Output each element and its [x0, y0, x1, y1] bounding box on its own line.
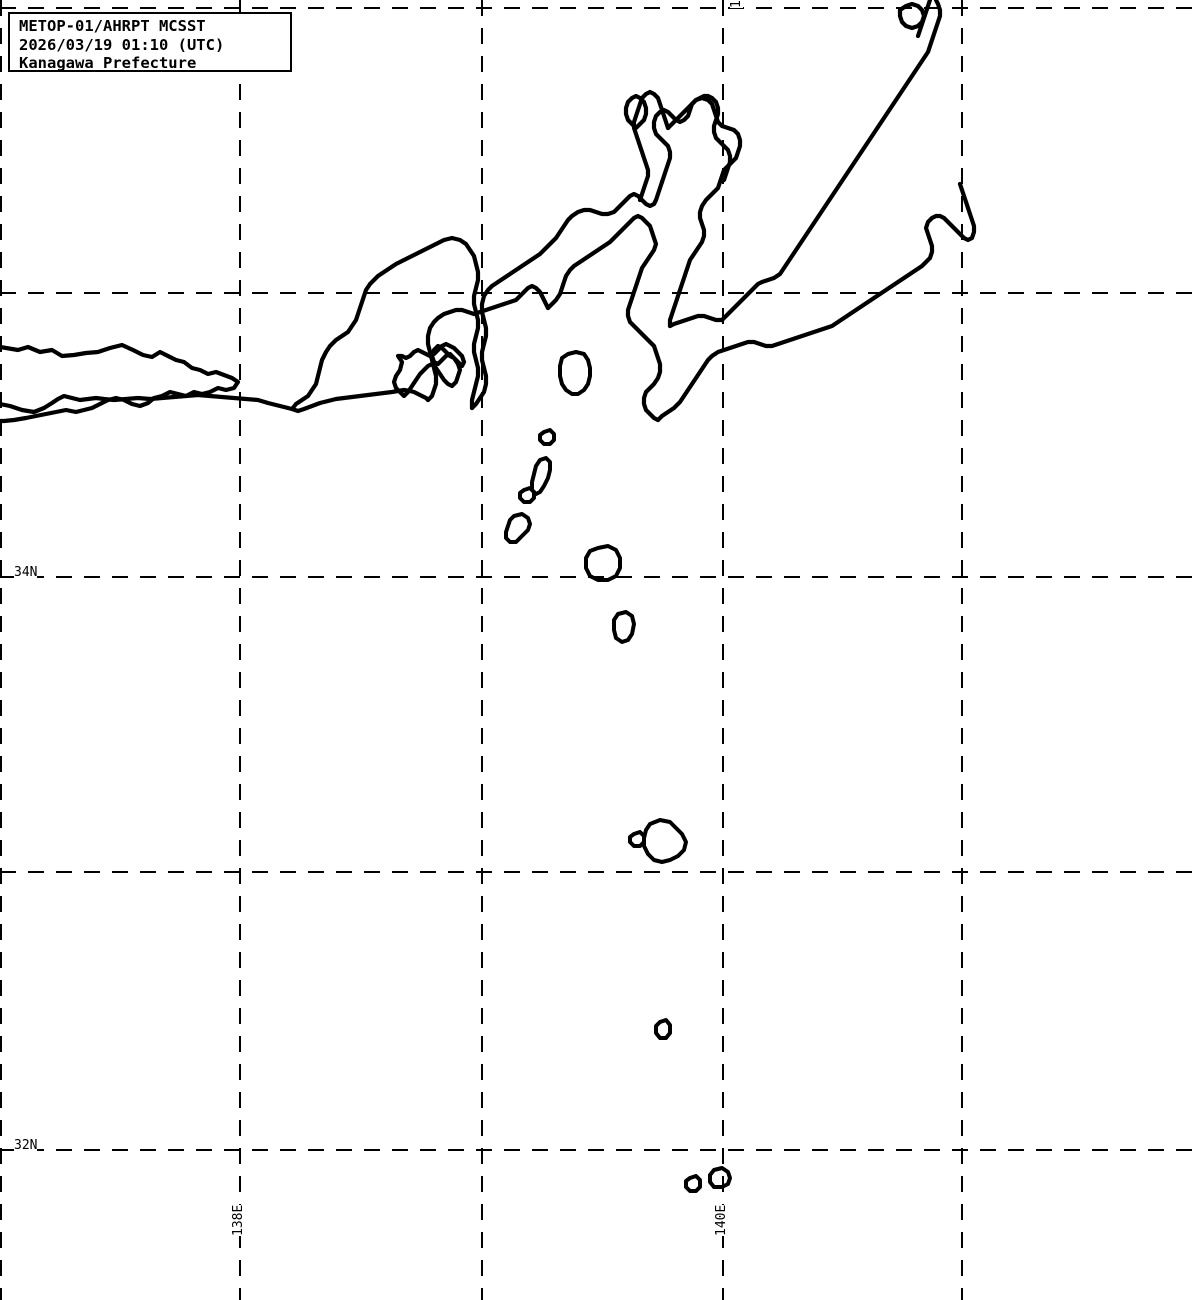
- coastlines: [0, 0, 977, 424]
- island-hachijokojima: [628, 830, 646, 848]
- island-oshima: [558, 350, 592, 396]
- island-shikinejima: [518, 486, 536, 504]
- island-mikurajima: [612, 610, 636, 644]
- island-kozushima: [504, 512, 532, 544]
- lon-label-138e-bottom: 138E: [231, 1204, 246, 1236]
- coastline-tokyo-bay-inner-west: [631, 89, 671, 203]
- coastline-honshu-main: [0, 342, 241, 424]
- island-bayonnaise-rocks: [684, 1174, 702, 1193]
- coastline-kashima-north: [915, 0, 933, 39]
- island-niijima: [530, 456, 552, 496]
- map-title-box: METOP-01/AHRPT MCSST 2026/03/19 01:10 (U…: [8, 12, 292, 72]
- map-title-line1: METOP-01/AHRPT MCSST: [19, 17, 206, 35]
- islands-izu: [504, 350, 732, 1193]
- lon-label-140e-bottom: 140E: [714, 1204, 729, 1236]
- island-miyakejima: [584, 544, 622, 582]
- lat-label-34n: 34N: [14, 565, 38, 580]
- coastline-sagami-bay-west: [425, 283, 551, 403]
- coastline-omaezaki-atami: [391, 341, 467, 399]
- coastline-choshi-kujukuri: [655, 181, 977, 423]
- map-title-line2: 2026/03/19 01:10 (UTC): [19, 35, 225, 54]
- island-torishima: [708, 1166, 732, 1189]
- coastline-lake-hamana: [0, 387, 431, 415]
- island-hachijojima: [642, 818, 688, 864]
- lat-label-32n: 32N: [14, 1138, 38, 1153]
- coastline-izu-peninsula-east: [469, 179, 665, 411]
- lon-label-140e-top: 140E: [729, 0, 744, 8]
- island-aogashima: [654, 1018, 672, 1040]
- coastline-tokyo-bay-head: [665, 93, 733, 183]
- coastline-boso-south: [667, 0, 943, 329]
- island-toshima: [538, 428, 556, 446]
- coastline-kanto-north-inlet: [623, 93, 649, 131]
- map-title-line3: Kanagawa Prefecture: [19, 54, 197, 72]
- coastline-tokyo-bay-west: [545, 213, 663, 423]
- coastline-suruga-bay-izu: [289, 235, 481, 412]
- coastline-miura-boso: [651, 95, 743, 329]
